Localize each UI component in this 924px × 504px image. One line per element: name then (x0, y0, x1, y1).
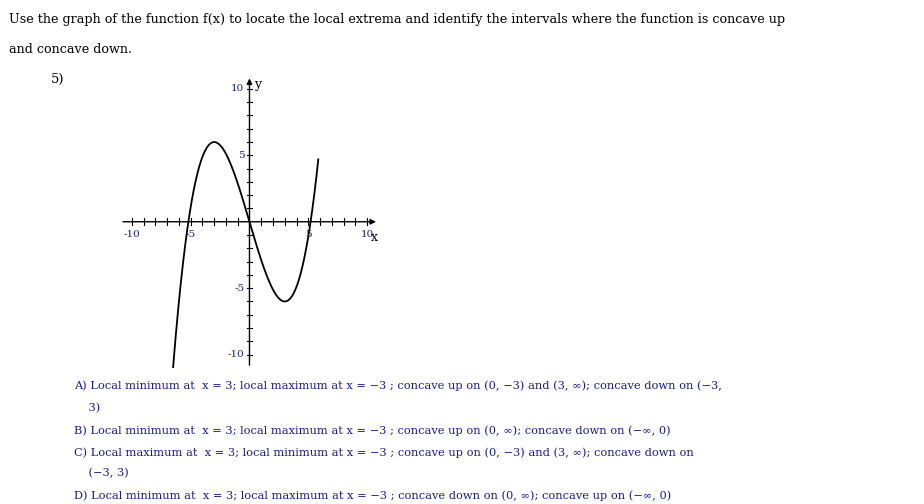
Text: (−3, 3): (−3, 3) (74, 468, 128, 479)
Text: 10: 10 (360, 230, 373, 239)
Text: y: y (253, 78, 261, 91)
Text: and concave down.: and concave down. (9, 43, 132, 56)
Text: -10: -10 (124, 230, 140, 239)
Text: -5: -5 (186, 230, 196, 239)
Text: A) Local minimum at  x = 3; local maximum at x = −3 ; concave up on (0, −3) and : A) Local minimum at x = 3; local maximum… (74, 381, 722, 391)
Text: Use the graph of the function f(x) to locate the local extrema and identify the : Use the graph of the function f(x) to lo… (9, 13, 785, 26)
Text: 10: 10 (231, 84, 244, 93)
Text: x: x (371, 231, 378, 244)
Text: D) Local minimum at  x = 3; local maximum at x = −3 ; concave down on (0, ∞); co: D) Local minimum at x = 3; local maximum… (74, 490, 671, 501)
Text: 5: 5 (237, 151, 244, 160)
Text: 3): 3) (74, 403, 100, 413)
Text: 5: 5 (305, 230, 311, 239)
Text: C) Local maximum at  x = 3; local minimum at x = −3 ; concave up on (0, −3) and : C) Local maximum at x = 3; local minimum… (74, 448, 694, 458)
Text: 5): 5) (51, 73, 65, 86)
Text: -5: -5 (234, 284, 244, 293)
Text: -10: -10 (227, 350, 244, 359)
Text: B) Local minimum at  x = 3; local maximum at x = −3 ; concave up on (0, ∞); conc: B) Local minimum at x = 3; local maximum… (74, 425, 671, 435)
